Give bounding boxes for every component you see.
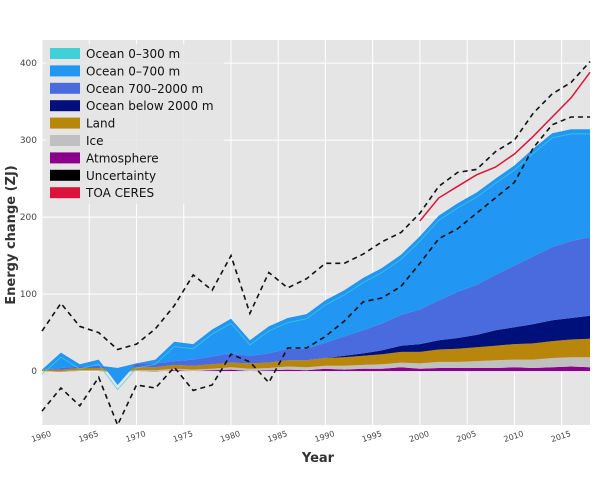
legend-item: Atmosphere — [50, 151, 159, 165]
x-tick-label: 1995 — [361, 429, 383, 444]
legend-swatch — [50, 135, 80, 146]
legend-label-atmosphere: Atmosphere — [86, 151, 159, 165]
y-tick-label: 0 — [31, 367, 37, 377]
y-axis-label: Energy change (ZJ) — [4, 165, 19, 304]
x-tick-label: 2010 — [503, 429, 525, 444]
x-tick-label: 1980 — [219, 429, 241, 444]
legend-item: Ocean below 2000 m — [50, 99, 214, 113]
x-tick-label: 1965 — [77, 429, 99, 444]
area-ocean-below-2000-m — [42, 315, 590, 370]
legend-label-uncertainty: Uncertainty — [86, 169, 156, 183]
legend-item: TOA CERES — [50, 186, 154, 200]
x-tick-label: 2005 — [455, 429, 477, 444]
legend-swatch — [50, 82, 80, 94]
y-tick-label: 400 — [20, 59, 37, 69]
legend-label-land: Land — [86, 117, 115, 131]
legend: Ocean 0–300 m Ocean 0–700 m Ocean 700–2000… — [46, 44, 224, 204]
legend-item: Ice — [50, 134, 104, 148]
x-tick-label: 1960 — [30, 429, 52, 444]
area-ocean-0-700-m — [42, 129, 590, 385]
legend-item: Ocean 0–700 m — [50, 64, 180, 78]
legend-swatch — [50, 100, 80, 112]
legend-item: Land — [50, 117, 115, 131]
y-tick-label: 200 — [20, 213, 37, 223]
legend-swatch — [50, 169, 80, 181]
legend-label-ocean-0-700-m: Ocean 0–700 m — [86, 64, 180, 78]
legend-swatch — [50, 117, 80, 129]
x-tick-label: 1985 — [266, 429, 288, 444]
legend-item: Ocean 0–300 m — [50, 47, 180, 61]
series-lines — [41, 61, 591, 428]
x-axis-label: Year — [301, 451, 335, 466]
x-axis-ticks: 1960 1965 1970 1975 1980 1985 1990 1995 2000 2005… — [30, 429, 572, 444]
legend-label-ocean-below-2000-m: Ocean below 2000 m — [86, 99, 214, 113]
y-tick-label: 300 — [20, 136, 37, 146]
uncertainty-upper-line — [41, 61, 591, 351]
legend-swatch — [50, 152, 80, 164]
area-ice — [42, 357, 590, 373]
stacked-areas — [42, 129, 590, 385]
line-ocean-0-300-m — [41, 133, 590, 391]
legend-swatch — [50, 65, 80, 77]
area-ocean-700-2000-m — [42, 237, 590, 370]
legend-label-ocean-0-300-m: Ocean 0–300 m — [86, 47, 180, 61]
x-tick-label: 1970 — [125, 429, 147, 444]
legend-label-ocean-700-2000-m: Ocean 700–2000 m — [86, 82, 203, 96]
x-tick-label: 1975 — [172, 429, 194, 444]
line-toa-ceres — [419, 71, 591, 222]
x-tick-label: 2015 — [550, 429, 572, 444]
uncertainty-lower-line — [41, 116, 590, 428]
legend-swatch — [50, 48, 80, 59]
legend-label-toa-ceres: TOA CERES — [85, 186, 154, 200]
legend-swatch — [50, 187, 80, 199]
legend-item: Ocean 700–2000 m — [50, 82, 203, 96]
x-tick-label: 2000 — [408, 429, 430, 444]
x-tick-label: 1990 — [314, 429, 336, 444]
y-axis-ticks: 0 100 200 300 400 — [20, 59, 37, 377]
legend-item: Uncertainty — [50, 169, 156, 183]
y-tick-label: 100 — [20, 290, 37, 300]
area-land — [42, 338, 590, 372]
legend-label-ice: Ice — [86, 134, 104, 148]
